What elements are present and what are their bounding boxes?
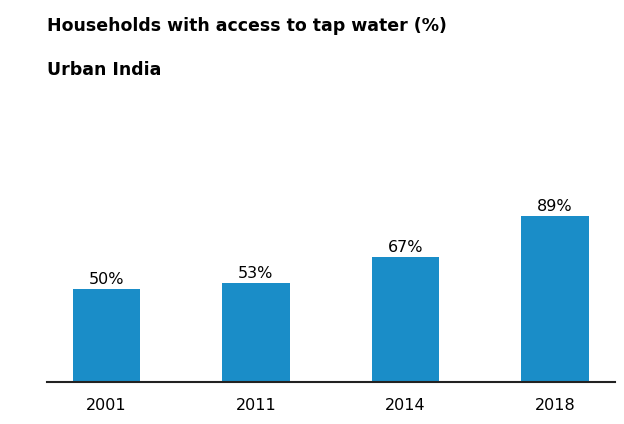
- Text: 67%: 67%: [388, 240, 423, 255]
- Text: Urban India: Urban India: [47, 61, 161, 79]
- Text: Households with access to tap water (%): Households with access to tap water (%): [47, 17, 447, 35]
- Text: 89%: 89%: [537, 199, 573, 215]
- Bar: [372, 257, 439, 382]
- Bar: [522, 216, 589, 382]
- Bar: [222, 283, 290, 382]
- Bar: [72, 289, 140, 382]
- Text: 53%: 53%: [238, 266, 273, 281]
- Text: 50%: 50%: [89, 272, 124, 287]
